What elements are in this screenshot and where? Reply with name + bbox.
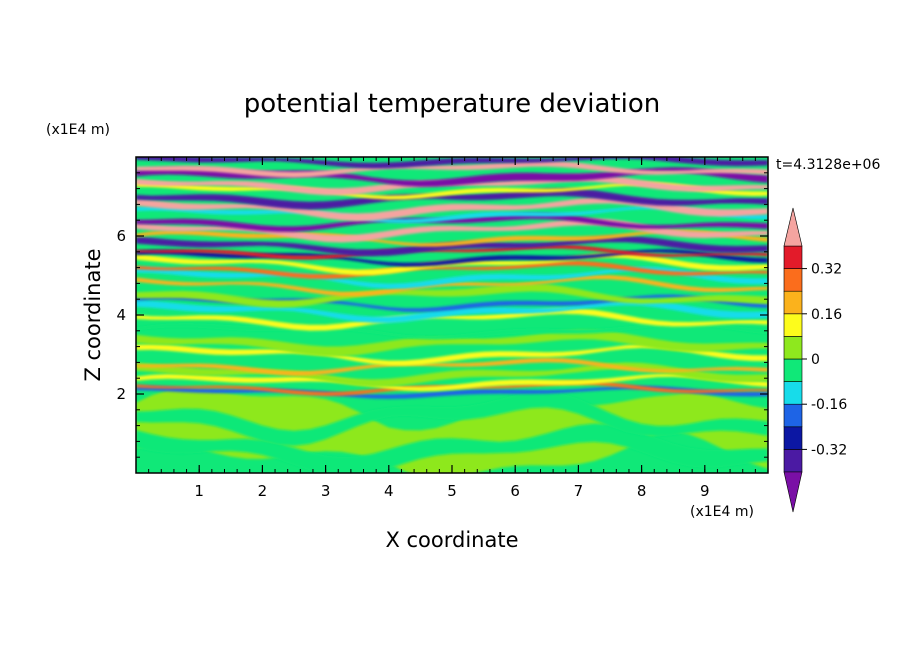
colorbar-extend-min <box>783 471 803 513</box>
y-axis-label: Z coordinate <box>81 248 105 381</box>
contour-band <box>136 181 768 200</box>
x-tick-label: 8 <box>637 482 647 500</box>
contour-band <box>136 275 768 297</box>
x-axis-label: X coordinate <box>385 528 518 552</box>
y-tick-label: 6 <box>116 227 126 245</box>
contour-band <box>136 329 768 357</box>
x-axis: 1 2 3 4 5 6 7 8 9 <box>148 157 769 500</box>
time-label: t=4.3128e+06 <box>776 157 880 173</box>
colorbar-tick-label: 0.16 <box>811 307 842 323</box>
contour-band <box>136 236 768 257</box>
x-tick-label: 5 <box>447 482 457 500</box>
contour-band <box>136 249 768 267</box>
y-axis: 2 4 6 <box>116 172 768 458</box>
x-tick-label: 4 <box>384 482 394 500</box>
x-tick-label: 6 <box>510 482 520 500</box>
colorbar-tick-label: 0.32 <box>811 262 842 278</box>
y-tick-label: 2 <box>116 385 126 403</box>
contour-band <box>136 299 768 324</box>
colorbar-extend-max <box>783 207 803 247</box>
colorbar-segment <box>783 245 803 269</box>
contour-band <box>136 260 768 279</box>
colorbar-segment <box>783 449 803 473</box>
colorbar-segment <box>783 358 803 382</box>
colorbar-tick-label: -0.16 <box>811 397 847 413</box>
contour-plot-area <box>136 157 768 473</box>
contour-band <box>136 283 768 308</box>
contour-band <box>136 160 768 178</box>
contour-band <box>136 244 768 260</box>
colorbar-segment <box>783 313 803 337</box>
contour-band <box>136 266 768 289</box>
contour-band <box>136 308 768 331</box>
colorbar: 0.32 0.16 0 -0.16 -0.32 <box>783 207 847 513</box>
contour-band <box>136 362 768 387</box>
y-unit-label: (x1E4 m) <box>46 122 110 138</box>
contour-band <box>136 343 768 366</box>
colorbar-segment <box>783 403 803 428</box>
contour-band <box>136 423 768 473</box>
colorbar-tick-label: 0 <box>811 352 820 368</box>
colorbar-segment <box>783 290 803 315</box>
colorbar-segment <box>783 426 803 450</box>
contour-band <box>136 213 768 232</box>
contour-band <box>136 380 768 396</box>
contour-band <box>136 188 768 210</box>
x-tick-label: 2 <box>258 482 268 500</box>
contour-band <box>136 357 768 376</box>
x-tick-label: 9 <box>700 482 710 500</box>
y-tick-label: 4 <box>116 306 126 324</box>
contour-band <box>136 373 768 392</box>
x-tick-label: 1 <box>194 482 204 500</box>
colorbar-segment <box>783 268 803 292</box>
colorbar-tick-label: -0.32 <box>811 442 847 458</box>
chart-title: potential temperature deviation <box>244 89 660 119</box>
colorbar-segment <box>783 381 803 405</box>
x-tick-label: 7 <box>574 482 584 500</box>
contour-band <box>136 385 768 399</box>
colorbar-segment <box>783 336 803 360</box>
contour-band <box>136 196 768 222</box>
x-unit-label: (x1E4 m) <box>690 504 754 520</box>
x-tick-label: 3 <box>321 482 331 500</box>
contour-band <box>136 391 768 446</box>
